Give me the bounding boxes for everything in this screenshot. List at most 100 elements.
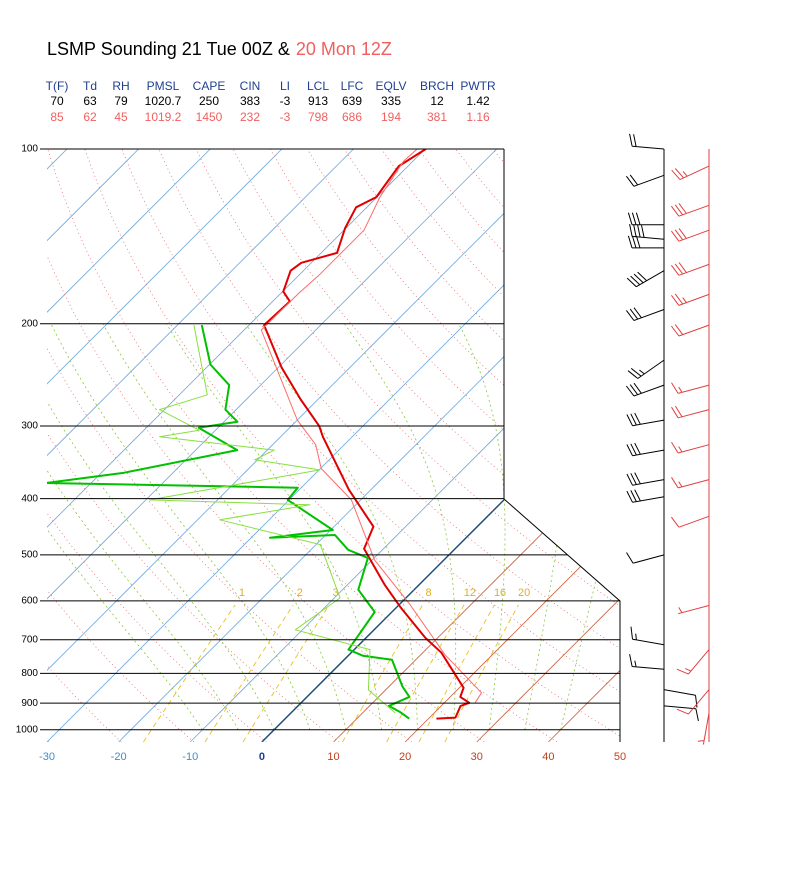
wind-barb bbox=[677, 605, 710, 615]
stat-header: EQLV bbox=[375, 79, 406, 93]
stat-value: 686 bbox=[342, 110, 362, 124]
isotherm bbox=[47, 149, 283, 742]
wind-barb bbox=[630, 626, 665, 646]
dry-adiabat bbox=[232, 149, 620, 742]
wind-barb bbox=[671, 203, 710, 217]
dry-adiabat bbox=[529, 149, 620, 742]
mixing-ratio-line bbox=[418, 604, 495, 742]
dry-adiabat bbox=[47, 149, 485, 742]
stat-value: 798 bbox=[308, 110, 328, 124]
isotherm bbox=[118, 149, 620, 742]
chart-title: LSMP Sounding 21 Tue 00Z & 20 Mon 12Z bbox=[47, 39, 392, 59]
dry-adiabat bbox=[47, 149, 49, 742]
stat-value: 1020.7 bbox=[145, 94, 182, 108]
mixing-ratio-line bbox=[386, 604, 465, 742]
moist-adiabat bbox=[344, 323, 457, 730]
stat-value: 194 bbox=[381, 110, 401, 124]
wind-barb bbox=[626, 382, 665, 397]
wind-barb bbox=[671, 442, 710, 454]
wind-barb bbox=[629, 133, 665, 150]
wind-barb bbox=[676, 689, 710, 715]
dry-adiabat bbox=[47, 149, 340, 742]
wind-barb bbox=[670, 293, 710, 306]
y-tick-label: 400 bbox=[21, 493, 38, 504]
stat-header: Td bbox=[83, 79, 97, 93]
stat-value: 335 bbox=[381, 94, 401, 108]
dry-adiabat bbox=[269, 149, 620, 742]
stat-header: LCL bbox=[307, 79, 329, 93]
stat-value: 1019.2 bbox=[145, 110, 182, 124]
x-tick-label: 40 bbox=[542, 751, 554, 763]
wind-barb bbox=[663, 705, 699, 722]
wind-barb bbox=[663, 689, 698, 708]
mixing-ratio-line bbox=[342, 604, 423, 742]
isotherm bbox=[333, 149, 620, 742]
wind-barb bbox=[625, 307, 665, 321]
y-tick-label: 600 bbox=[21, 596, 38, 607]
stat-value: 45 bbox=[114, 110, 128, 124]
moist-adiabat bbox=[458, 323, 506, 730]
wind-barb bbox=[625, 174, 665, 187]
dry-adiabat bbox=[47, 149, 413, 742]
dry-adiabat bbox=[47, 149, 122, 742]
y-tick-label: 800 bbox=[21, 668, 38, 679]
isotherm bbox=[47, 149, 354, 742]
mixing-ratio-label: 12 bbox=[464, 587, 476, 599]
x-tick-label: -10 bbox=[182, 751, 198, 763]
profile-line bbox=[260, 149, 482, 704]
stat-value: 12 bbox=[430, 94, 444, 108]
moist-adiabat bbox=[524, 323, 571, 730]
mixing-ratio-line bbox=[143, 604, 236, 742]
y-tick-label: 1000 bbox=[16, 724, 39, 735]
stat-header: CAPE bbox=[193, 79, 226, 93]
plot-border bbox=[503, 149, 621, 742]
wind-barb bbox=[626, 412, 665, 427]
wind-barb bbox=[676, 649, 710, 675]
x-tick-label: 50 bbox=[614, 751, 626, 763]
wind-barb bbox=[671, 382, 710, 394]
moist-adiabat bbox=[50, 323, 311, 730]
stat-value: 63 bbox=[83, 94, 97, 108]
profile-line bbox=[149, 325, 396, 714]
stat-value: 85 bbox=[50, 110, 64, 124]
dry-adiabat bbox=[343, 149, 620, 742]
mixing-ratio-label: 1 bbox=[239, 587, 245, 599]
dry-adiabat bbox=[566, 149, 620, 742]
wind-barb bbox=[671, 515, 710, 528]
x-tick-label: 30 bbox=[471, 751, 483, 763]
mixing-ratio-line bbox=[444, 604, 519, 742]
stat-value: 1450 bbox=[196, 110, 223, 124]
wind-barb bbox=[671, 405, 710, 419]
wind-barb bbox=[627, 359, 665, 379]
dry-adiabat bbox=[306, 149, 620, 742]
isotherm bbox=[47, 149, 211, 742]
stat-header: LFC bbox=[341, 79, 364, 93]
stat-header: BRCH bbox=[420, 79, 454, 93]
stat-header: T(F) bbox=[46, 79, 69, 93]
wind-barb bbox=[627, 212, 664, 226]
profile-line bbox=[263, 149, 471, 720]
isotherm bbox=[47, 149, 498, 742]
moist-adiabat bbox=[47, 323, 275, 730]
mixing-ratio-label: 8 bbox=[426, 587, 432, 599]
stat-value: -3 bbox=[280, 110, 291, 124]
moist-adiabat bbox=[166, 323, 382, 730]
x-tick-label: 20 bbox=[399, 751, 411, 763]
wind-barb bbox=[629, 224, 665, 240]
mixing-ratio-line bbox=[204, 604, 294, 742]
wind-barb bbox=[626, 442, 665, 457]
stat-header: PWTR bbox=[460, 79, 496, 93]
isotherm bbox=[47, 149, 139, 742]
wind-barb bbox=[671, 477, 710, 489]
dry-adiabat bbox=[47, 149, 267, 742]
stat-header: PMSL bbox=[147, 79, 180, 93]
x-tick-label: 0 bbox=[259, 751, 265, 763]
y-tick-label: 300 bbox=[21, 421, 38, 432]
plot-area bbox=[47, 149, 620, 742]
dry-adiabat bbox=[84, 149, 620, 742]
isotherm bbox=[476, 149, 620, 742]
stat-value: 383 bbox=[240, 94, 260, 108]
wind-barb bbox=[671, 324, 710, 337]
stat-value: 1.16 bbox=[466, 110, 490, 124]
x-tick-label: -20 bbox=[111, 751, 127, 763]
